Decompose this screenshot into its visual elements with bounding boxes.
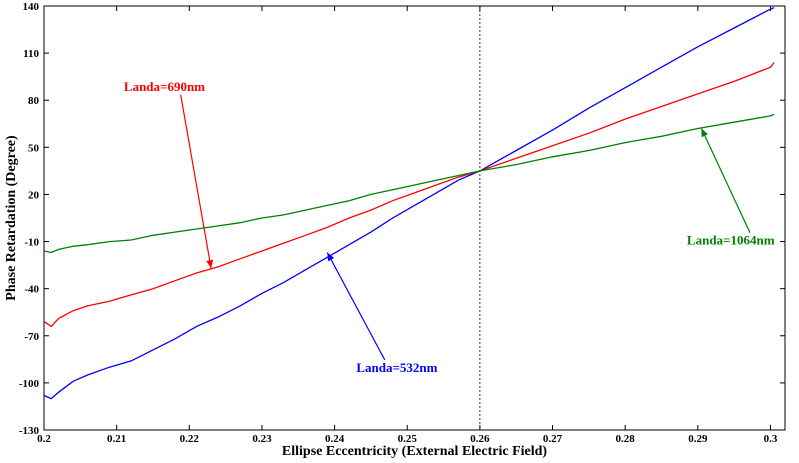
x-tick-label: 0.23 [252, 433, 272, 445]
annotations-layer: Landa=690nm Landa=532nm Landa=1064nm [124, 79, 775, 375]
y-axis-label: Phase Retardation (Degree) [4, 135, 19, 301]
x-tick-label: 0.24 [325, 433, 345, 445]
annotation-label-landa-690nm: Landa=690nm [124, 79, 205, 94]
y-tick-label: 80 [28, 95, 40, 107]
y-tick-label: -40 [24, 284, 39, 296]
x-tick-label: 0.22 [180, 433, 200, 445]
annotation-arrowhead-landa-532nm [327, 252, 335, 262]
x-tick-label: 0.29 [688, 433, 708, 445]
y-tick-label: 140 [23, 1, 40, 13]
series-line-landa-690nm [43, 62, 775, 328]
y-tick-label: -100 [19, 378, 40, 390]
y-tick-label: -70 [24, 331, 39, 343]
annotation-arrow-landa-532nm [326, 252, 386, 361]
annotation-label-landa-532nm: Landa=532nm [356, 360, 437, 375]
x-tick-label: 0.25 [398, 433, 418, 445]
x-tick-label: 0.26 [470, 433, 490, 445]
annotation-arrow-landa-690nm [180, 94, 212, 269]
y-tick-label: 50 [28, 142, 40, 154]
annotation-arrow-landa-1064nm [700, 128, 751, 233]
annotation-arrowhead-landa-1064nm [701, 128, 709, 138]
y-tick-label: -130 [19, 425, 40, 437]
y-tick-label: -10 [24, 237, 39, 249]
x-tick-label: 0.28 [616, 433, 636, 445]
plot-area [43, 5, 786, 431]
y-tick-label: 20 [28, 189, 40, 201]
annotation-arrowhead-landa-690nm [206, 259, 214, 269]
series-line-landa-1064nm [43, 113, 775, 254]
series-layer [43, 7, 775, 400]
x-tick-label: 0.2 [37, 433, 51, 445]
ticks-layer: 0.2 0.21 0.22 0.23 0.24 0.25 0.26 0.27 0.28 0.29 0… [19, 1, 785, 445]
y-tick-label: 110 [23, 48, 39, 60]
series-line-landa-532nm [43, 7, 775, 400]
x-tick-label: 0.21 [107, 433, 126, 445]
x-axis-label: Ellipse Eccentricity (External Electric … [282, 444, 547, 459]
annotation-label-landa-1064nm: Landa=1064nm [687, 233, 775, 248]
x-tick-label: 0.27 [543, 433, 563, 445]
x-tick-label: 0.3 [764, 433, 778, 445]
